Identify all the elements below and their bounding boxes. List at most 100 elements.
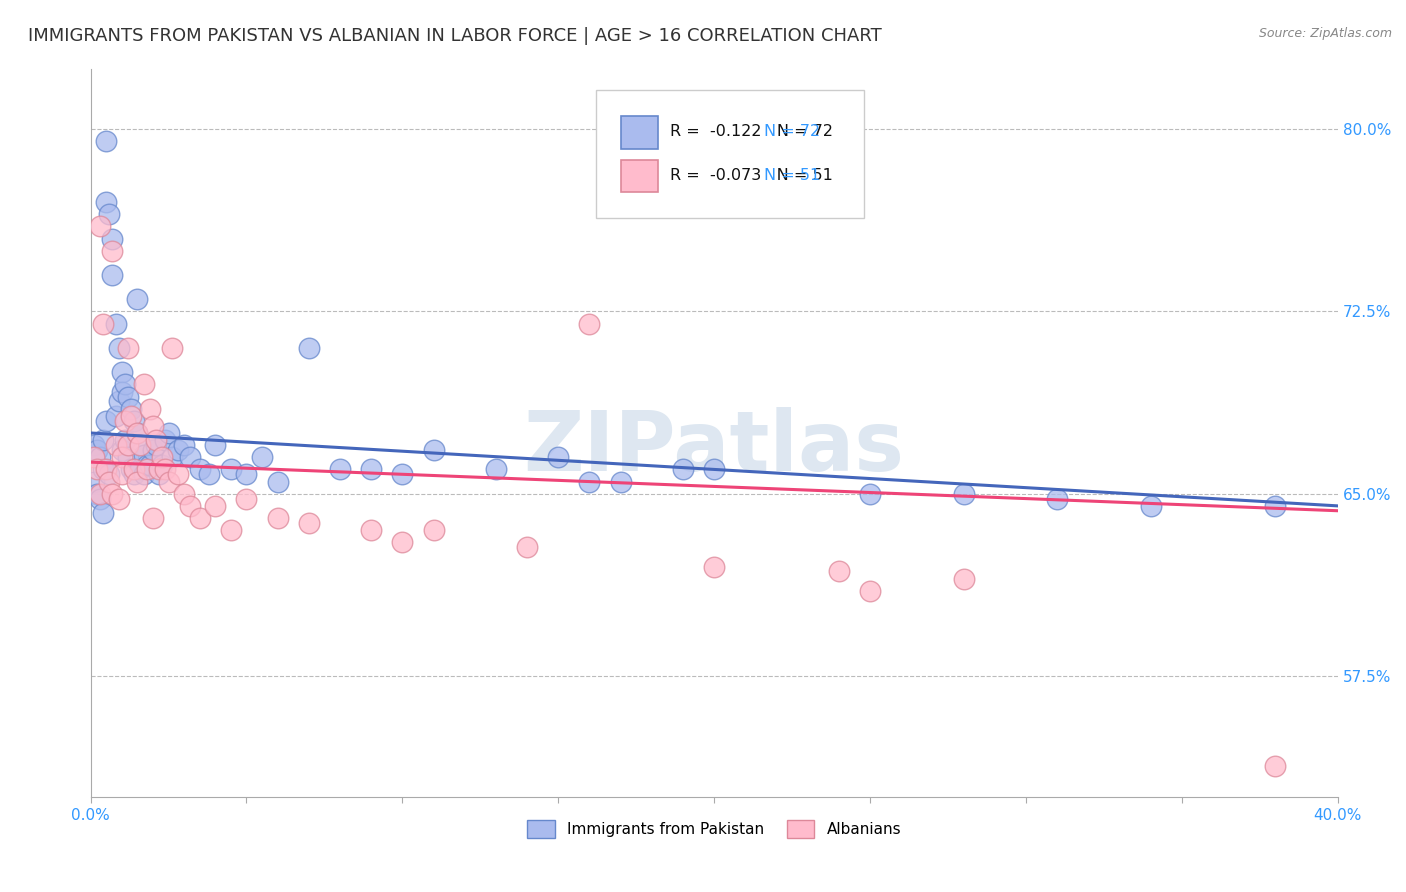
Point <box>104 317 127 331</box>
Point <box>120 409 142 423</box>
Point <box>107 341 129 355</box>
Point <box>89 219 111 234</box>
FancyBboxPatch shape <box>620 116 658 149</box>
Point <box>266 475 288 489</box>
Point <box>219 523 242 537</box>
Point <box>129 438 152 452</box>
Point <box>391 467 413 482</box>
Point <box>1264 759 1286 773</box>
Point <box>173 438 195 452</box>
Point <box>179 499 201 513</box>
Point <box>391 535 413 549</box>
Point <box>117 390 139 404</box>
Point <box>96 135 118 149</box>
Point <box>114 434 136 448</box>
Point <box>298 341 321 355</box>
Text: R =  -0.122   N = 72: R = -0.122 N = 72 <box>671 125 834 139</box>
Point <box>360 462 382 476</box>
Point <box>139 401 162 416</box>
Point <box>952 572 974 586</box>
Point <box>828 565 851 579</box>
Legend: Immigrants from Pakistan, Albanians: Immigrants from Pakistan, Albanians <box>522 814 907 845</box>
Point <box>150 450 173 465</box>
Point <box>86 487 108 501</box>
FancyBboxPatch shape <box>596 90 863 218</box>
Point <box>422 442 444 457</box>
Point <box>117 450 139 465</box>
Point <box>96 462 118 476</box>
Point <box>142 511 165 525</box>
Point <box>127 425 149 440</box>
Point <box>859 487 882 501</box>
Point <box>120 462 142 476</box>
Point <box>952 487 974 501</box>
Point <box>329 462 352 476</box>
Point <box>150 458 173 472</box>
Point <box>1139 499 1161 513</box>
Point <box>609 475 631 489</box>
Point <box>120 401 142 416</box>
Point <box>107 491 129 506</box>
Point <box>235 491 257 506</box>
Text: ZIPatlas: ZIPatlas <box>523 407 904 488</box>
Point <box>91 317 114 331</box>
Point <box>422 523 444 537</box>
Point <box>266 511 288 525</box>
Point <box>117 341 139 355</box>
Point <box>111 442 134 457</box>
Text: IMMIGRANTS FROM PAKISTAN VS ALBANIAN IN LABOR FORCE | AGE > 16 CORRELATION CHART: IMMIGRANTS FROM PAKISTAN VS ALBANIAN IN … <box>28 27 882 45</box>
Point <box>578 475 600 489</box>
Point <box>145 434 167 448</box>
FancyBboxPatch shape <box>620 160 658 193</box>
Point <box>83 438 105 452</box>
Point <box>107 394 129 409</box>
Point <box>122 462 145 476</box>
Point <box>127 475 149 489</box>
Point <box>516 540 538 554</box>
Point <box>129 438 152 452</box>
Point <box>547 450 569 465</box>
Point <box>98 467 121 482</box>
Point <box>142 418 165 433</box>
Text: N = 51: N = 51 <box>763 169 820 183</box>
Point <box>101 487 124 501</box>
Point <box>204 499 226 513</box>
Point <box>132 448 155 462</box>
Point <box>104 409 127 423</box>
Point <box>86 462 108 476</box>
Point <box>98 475 121 489</box>
Point <box>98 207 121 221</box>
Point <box>672 462 695 476</box>
Point <box>111 365 134 379</box>
Point <box>132 377 155 392</box>
Point <box>160 450 183 465</box>
Point <box>235 467 257 482</box>
Point <box>250 450 273 465</box>
Point <box>86 442 108 457</box>
Point <box>703 559 725 574</box>
Point <box>1046 491 1069 506</box>
Point <box>360 523 382 537</box>
Point <box>859 583 882 598</box>
Point <box>132 467 155 482</box>
Point <box>135 462 157 476</box>
Point <box>89 450 111 465</box>
Point <box>122 414 145 428</box>
Point <box>139 458 162 472</box>
Point <box>198 467 221 482</box>
Point <box>83 450 105 465</box>
Point <box>101 268 124 282</box>
Point <box>101 231 124 245</box>
Point <box>91 434 114 448</box>
Point <box>1264 499 1286 513</box>
Point <box>117 438 139 452</box>
Point <box>111 450 134 465</box>
Point <box>298 516 321 530</box>
Point <box>160 341 183 355</box>
Point <box>148 467 170 482</box>
Point <box>89 491 111 506</box>
Point <box>135 458 157 472</box>
Point <box>155 462 177 476</box>
Point <box>83 475 105 489</box>
Point <box>703 462 725 476</box>
